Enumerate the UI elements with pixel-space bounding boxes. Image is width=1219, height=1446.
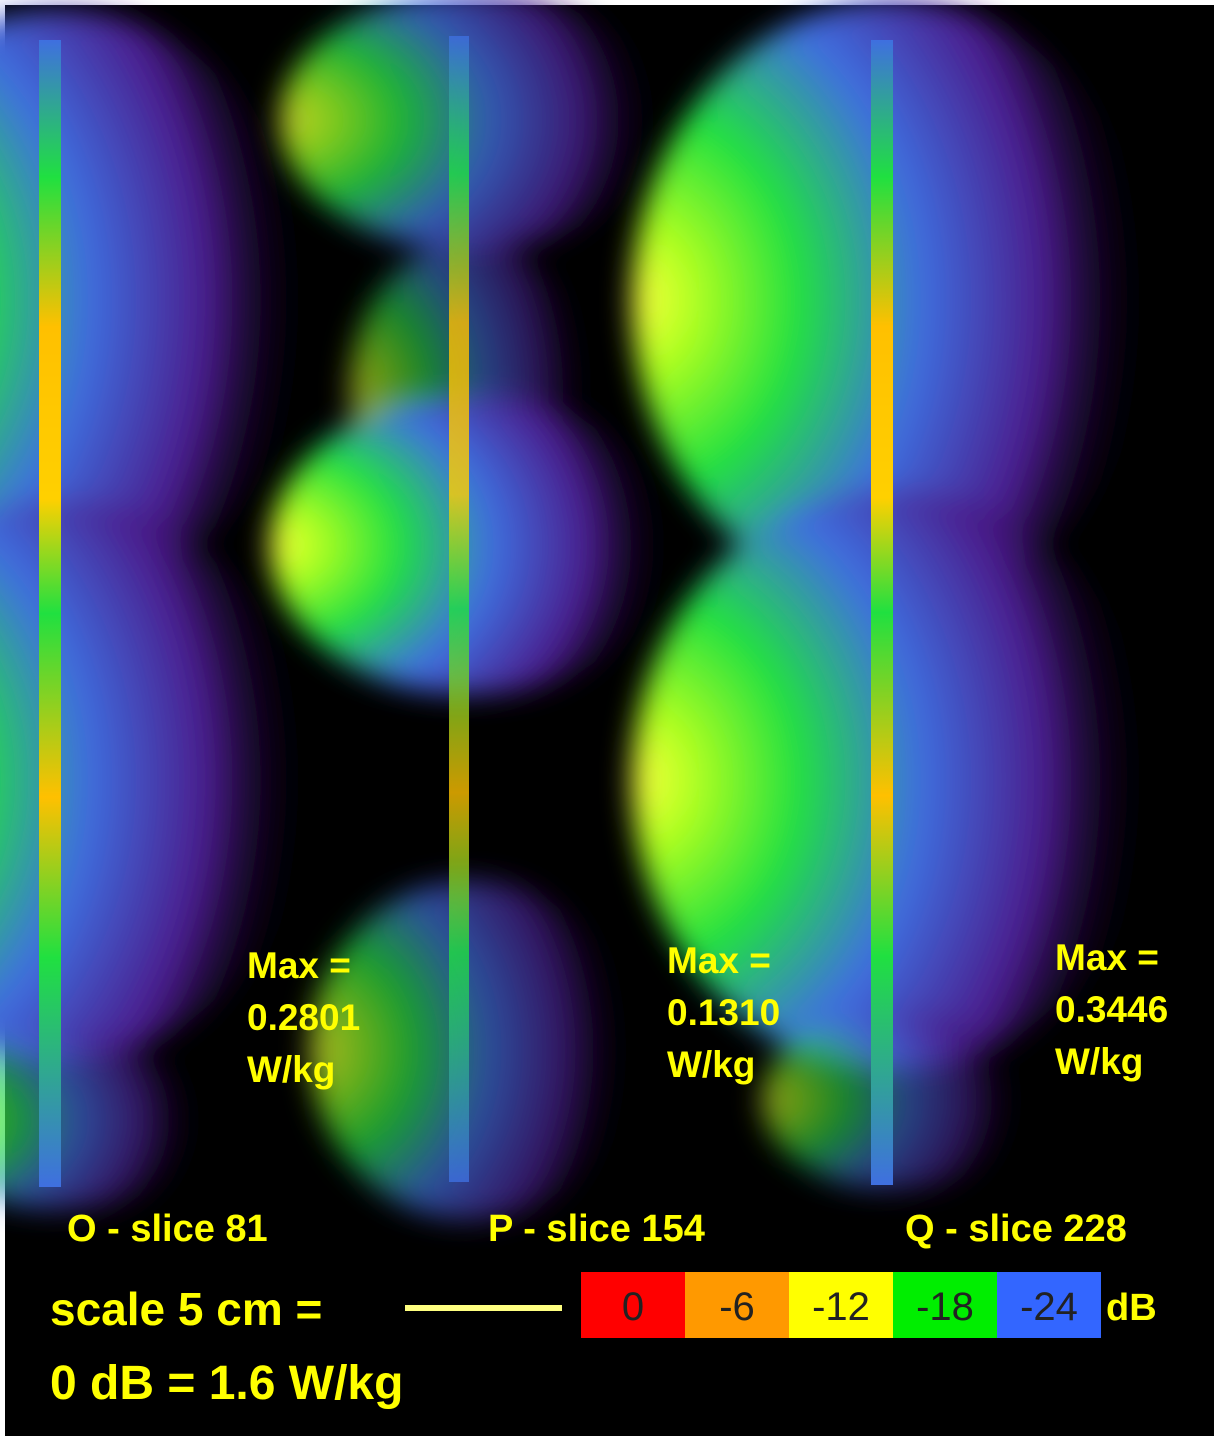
legend-label: 0: [622, 1285, 644, 1329]
max-label: Max =: [1055, 937, 1159, 978]
figure: Max = 0.2801 W/kg Max = 0.1310 W/kg Max …: [0, 0, 1219, 1441]
max-label: Max =: [667, 940, 771, 981]
max-unit: W/kg: [247, 1049, 335, 1090]
legend-label: -12: [812, 1285, 870, 1329]
panel-caption: Q - slice 228: [905, 1208, 1127, 1250]
legend-label: -24: [1020, 1285, 1078, 1329]
reference-label: 0 dB = 1.6 W/kg: [50, 1357, 403, 1410]
legend-label: -18: [916, 1285, 974, 1329]
max-unit: W/kg: [667, 1044, 755, 1085]
max-value: 0.1310: [667, 992, 780, 1033]
color-legend: 0 -6 -12 -18 -24: [581, 1272, 1101, 1338]
max-label: Max =: [247, 945, 351, 986]
max-value: 0.2801: [247, 997, 360, 1038]
max-value: 0.3446: [1055, 989, 1168, 1030]
scale-bar: [405, 1305, 562, 1311]
legend-label: -6: [719, 1285, 755, 1329]
scale-label: scale 5 cm =: [50, 1283, 322, 1335]
legend-unit: dB: [1106, 1287, 1157, 1329]
panel-caption: P - slice 154: [488, 1208, 705, 1250]
panel-caption: O - slice 81: [67, 1208, 268, 1250]
max-unit: W/kg: [1055, 1041, 1143, 1082]
